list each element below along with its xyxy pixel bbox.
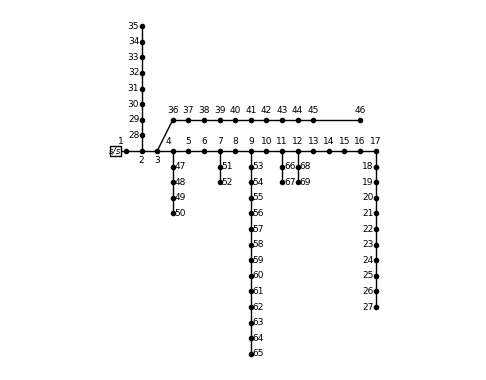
Text: 30: 30 bbox=[128, 100, 139, 109]
Text: 38: 38 bbox=[198, 106, 210, 115]
Text: 62: 62 bbox=[253, 302, 264, 312]
Text: 31: 31 bbox=[128, 84, 139, 93]
Text: 57: 57 bbox=[253, 225, 264, 233]
Text: 67: 67 bbox=[284, 178, 295, 187]
Text: 22: 22 bbox=[363, 225, 374, 233]
Text: 21: 21 bbox=[363, 209, 374, 218]
Text: 43: 43 bbox=[277, 106, 288, 115]
Text: 20: 20 bbox=[363, 193, 374, 202]
Text: 8: 8 bbox=[232, 137, 238, 146]
Text: 47: 47 bbox=[174, 162, 186, 171]
Text: 28: 28 bbox=[128, 131, 139, 140]
Text: 18: 18 bbox=[362, 162, 374, 171]
Text: 3: 3 bbox=[155, 156, 160, 165]
Text: 46: 46 bbox=[354, 106, 365, 115]
Text: 42: 42 bbox=[261, 106, 272, 115]
Text: 55: 55 bbox=[253, 193, 264, 202]
Text: 33: 33 bbox=[128, 53, 139, 62]
Text: 40: 40 bbox=[229, 106, 241, 115]
Text: 37: 37 bbox=[183, 106, 194, 115]
Text: 51: 51 bbox=[222, 162, 233, 171]
Text: 64: 64 bbox=[253, 334, 264, 343]
Text: 35: 35 bbox=[128, 22, 139, 31]
Text: 53: 53 bbox=[253, 162, 264, 171]
Text: 68: 68 bbox=[299, 162, 311, 171]
Text: 58: 58 bbox=[253, 240, 264, 249]
Text: 17: 17 bbox=[370, 137, 382, 146]
Text: 27: 27 bbox=[363, 302, 374, 312]
Text: 36: 36 bbox=[167, 106, 178, 115]
Text: 39: 39 bbox=[214, 106, 226, 115]
Text: 44: 44 bbox=[292, 106, 303, 115]
Text: 19: 19 bbox=[362, 178, 374, 187]
Text: 66: 66 bbox=[284, 162, 295, 171]
Text: 29: 29 bbox=[128, 115, 139, 124]
Text: 52: 52 bbox=[222, 178, 233, 187]
Text: 1: 1 bbox=[119, 137, 124, 146]
Text: 49: 49 bbox=[174, 193, 186, 202]
Text: 7: 7 bbox=[217, 137, 223, 146]
Text: 69: 69 bbox=[299, 178, 311, 187]
Text: 9: 9 bbox=[248, 137, 254, 146]
Text: 41: 41 bbox=[245, 106, 257, 115]
Text: 6: 6 bbox=[201, 137, 207, 146]
Text: 12: 12 bbox=[292, 137, 303, 146]
FancyBboxPatch shape bbox=[110, 146, 121, 156]
Text: 50: 50 bbox=[174, 209, 186, 218]
Text: 23: 23 bbox=[363, 240, 374, 249]
Text: 56: 56 bbox=[253, 209, 264, 218]
Text: 5: 5 bbox=[186, 137, 191, 146]
Text: 4: 4 bbox=[166, 137, 171, 146]
Text: 16: 16 bbox=[354, 137, 366, 146]
Text: 15: 15 bbox=[339, 137, 350, 146]
Text: 13: 13 bbox=[308, 137, 319, 146]
Text: 11: 11 bbox=[276, 137, 288, 146]
Text: 32: 32 bbox=[128, 68, 139, 78]
Text: 24: 24 bbox=[363, 256, 374, 265]
Text: 45: 45 bbox=[308, 106, 319, 115]
Text: 2: 2 bbox=[139, 156, 144, 165]
Text: s/s: s/s bbox=[109, 147, 122, 155]
Text: 34: 34 bbox=[128, 37, 139, 46]
Text: 48: 48 bbox=[174, 178, 186, 187]
Text: 14: 14 bbox=[323, 137, 334, 146]
Text: 10: 10 bbox=[260, 137, 272, 146]
Text: 60: 60 bbox=[253, 271, 264, 280]
Text: 61: 61 bbox=[253, 287, 264, 296]
Text: 65: 65 bbox=[253, 349, 264, 358]
Text: 63: 63 bbox=[253, 318, 264, 327]
Text: 59: 59 bbox=[253, 256, 264, 265]
Text: 54: 54 bbox=[253, 178, 264, 187]
Text: 25: 25 bbox=[363, 271, 374, 280]
Text: 26: 26 bbox=[363, 287, 374, 296]
